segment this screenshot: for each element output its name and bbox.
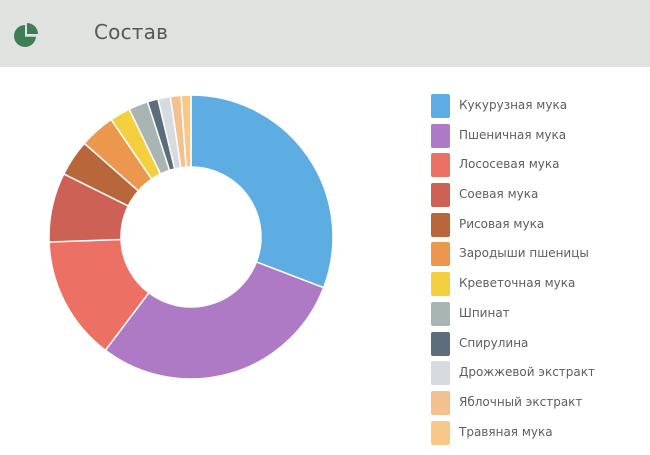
legend-swatch <box>431 331 450 356</box>
legend-label: Зародыши пшеницы <box>459 246 589 261</box>
legend-label: Соевая мука <box>459 187 539 202</box>
page-title: Состав <box>94 20 169 44</box>
legend-label: Спирулина <box>459 335 529 350</box>
legend-swatch <box>431 390 450 415</box>
pie-slice[interactable] <box>104 261 325 380</box>
legend-label: Яблочный экстракт <box>459 394 583 409</box>
donut-chart <box>48 94 334 380</box>
legend-swatch <box>431 361 450 386</box>
legend-label: Шпинат <box>459 305 510 320</box>
legend-swatch <box>431 212 450 237</box>
legend-swatch <box>431 153 450 178</box>
pie-slice[interactable] <box>180 94 192 168</box>
legend-swatch <box>431 272 450 297</box>
legend-label: Креветочная мука <box>459 276 576 291</box>
legend-label: Пшеничная мука <box>459 127 567 142</box>
page-header: Состав <box>0 0 650 67</box>
legend-label: Лососевая мука <box>459 157 560 172</box>
legend-swatch <box>431 420 450 445</box>
legend-swatch <box>431 123 450 148</box>
legend-swatch <box>431 301 450 326</box>
pie-slice[interactable] <box>190 94 334 289</box>
legend-label: Рисовая мука <box>459 216 545 231</box>
legend-swatch <box>431 94 450 118</box>
legend-label: Кукурузная мука <box>459 98 568 112</box>
legend-label: Дрожжевой экстракт <box>459 365 595 380</box>
legend-swatch <box>431 242 450 267</box>
legend-swatch <box>431 183 450 208</box>
pie-chart-icon <box>14 23 38 47</box>
legend-label: Травяная мука <box>459 424 553 439</box>
